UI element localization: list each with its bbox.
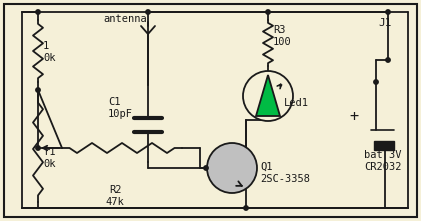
FancyBboxPatch shape	[4, 4, 417, 217]
Circle shape	[243, 71, 293, 121]
Circle shape	[36, 10, 40, 14]
Circle shape	[146, 10, 150, 14]
Circle shape	[244, 206, 248, 210]
Text: bat 3V
CR2032: bat 3V CR2032	[364, 150, 402, 171]
Circle shape	[204, 166, 208, 170]
FancyBboxPatch shape	[374, 141, 394, 150]
Text: antenna: antenna	[103, 14, 147, 24]
Text: Led1: Led1	[284, 98, 309, 108]
Circle shape	[266, 10, 270, 14]
Text: R3
100: R3 100	[273, 25, 292, 47]
Text: C1
10pF: C1 10pF	[108, 97, 133, 119]
Text: +: +	[349, 109, 359, 124]
Circle shape	[36, 146, 40, 150]
Polygon shape	[256, 75, 280, 116]
Circle shape	[386, 10, 390, 14]
Text: R2
47k: R2 47k	[106, 185, 124, 207]
Circle shape	[36, 88, 40, 92]
Text: 1
0k: 1 0k	[43, 41, 56, 63]
Circle shape	[207, 143, 257, 193]
Text: J1: J1	[378, 18, 392, 28]
Circle shape	[386, 58, 390, 62]
Text: r1
0k: r1 0k	[43, 147, 56, 169]
Text: Q1
2SC-3358: Q1 2SC-3358	[260, 162, 310, 184]
Circle shape	[374, 80, 378, 84]
